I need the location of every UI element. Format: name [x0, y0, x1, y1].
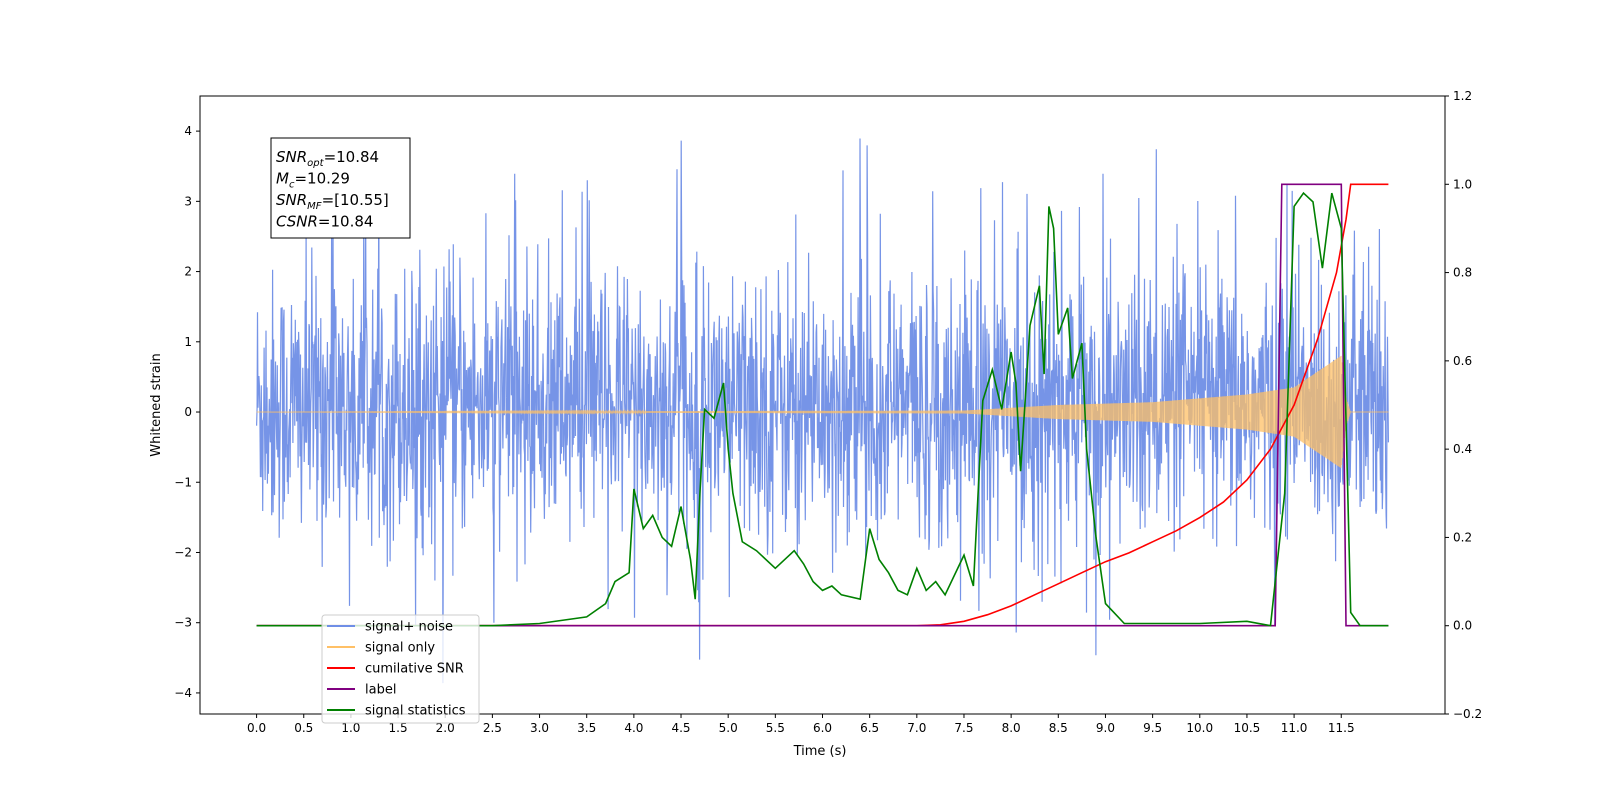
- x-tick-label: 5.5: [766, 721, 785, 735]
- annotation-value: =10.84: [324, 148, 380, 166]
- annotation-box: SNRopt=10.84Mc=10.29SNRMF=[10.55]CSNR=10…: [270, 137, 411, 239]
- x-tick-label: 9.5: [1143, 721, 1162, 735]
- x-tick-label: 1.5: [389, 721, 408, 735]
- legend-label: signal only: [365, 641, 435, 656]
- y-tick-label: −2: [174, 545, 192, 559]
- x-axis-label: Time (s): [793, 744, 847, 759]
- x-tick-label: 8.0: [1002, 721, 1021, 735]
- legend-label: signal+ noise: [365, 620, 453, 635]
- y-tick-label: 2: [184, 265, 192, 279]
- y-tick-label: −3: [174, 616, 192, 630]
- x-tick-label: 8.5: [1049, 721, 1068, 735]
- legend-frame: [321, 614, 480, 724]
- x-tick-label: 5.0: [719, 721, 738, 735]
- annotation-frame: [270, 137, 411, 239]
- x-tick-label: 11.0: [1281, 721, 1308, 735]
- axis-ticks: 0.0 0.5 1.0 1.5 2.0 2.5 3.0 3.5 4.0 4.5 5.0 5.5 6.0 6…: [174, 89, 1482, 735]
- annotation-value: =10.84: [318, 213, 374, 231]
- y-tick-label: −4: [174, 686, 192, 700]
- annotation-line: SNRopt=10.84: [276, 148, 379, 169]
- x-tick-label: 6.5: [860, 721, 879, 735]
- x-tick-label: 7.5: [954, 721, 973, 735]
- annotation-line: Mc=10.29: [276, 170, 350, 191]
- annotation-line: SNRMF=[10.55]: [276, 191, 389, 212]
- plot-area: [256, 138, 1389, 684]
- legend-label: label: [365, 683, 396, 698]
- y-right-tick-label: −0.2: [1453, 707, 1482, 721]
- annotation-symbol: SNR: [276, 148, 307, 166]
- annotation-subscript: opt: [307, 158, 324, 169]
- legend: signal+ noise signal only cumilative SNR la…: [321, 614, 480, 724]
- series-signal-plus-noise: [256, 138, 1389, 684]
- x-tick-label: 0.0: [247, 721, 266, 735]
- x-tick-label: 4.0: [624, 721, 643, 735]
- annotation-symbol: SNR: [276, 191, 307, 209]
- series-signal-only: [256, 355, 1389, 468]
- annotation-symbol: CSNR: [276, 213, 318, 231]
- y-right-tick-label: 0.0: [1453, 619, 1472, 633]
- y-axis-label: Whitened strain: [149, 353, 164, 456]
- y-tick-label: 1: [184, 335, 192, 349]
- y-right-tick-label: 0.4: [1453, 442, 1472, 456]
- annotation-value: =[10.55]: [322, 191, 389, 209]
- x-tick-label: 7.0: [907, 721, 926, 735]
- x-tick-label: 2.0: [436, 721, 455, 735]
- annotation-subscript: MF: [307, 201, 322, 212]
- x-tick-label: 3.0: [530, 721, 549, 735]
- y-tick-label: 3: [184, 194, 192, 208]
- annotation-symbol: M: [276, 170, 289, 188]
- annotation-value: =10.29: [294, 170, 350, 188]
- x-tick-label: 0.5: [294, 721, 313, 735]
- y-tick-label: 4: [184, 124, 192, 138]
- x-tick-label: 1.0: [341, 721, 360, 735]
- series-label: [256, 183, 1389, 627]
- annotation-line: CSNR=10.84: [276, 213, 373, 231]
- y-tick-label: −1: [174, 475, 192, 489]
- legend-label: cumilative SNR: [365, 662, 464, 677]
- y-tick-label: 0: [184, 405, 192, 419]
- x-tick-label: 11.5: [1328, 721, 1355, 735]
- y-right-tick-label: 0.6: [1453, 354, 1472, 368]
- x-tick-label: 10.0: [1186, 721, 1213, 735]
- x-tick-label: 3.5: [577, 721, 596, 735]
- x-tick-label: 2.5: [483, 721, 502, 735]
- annotation-subscript: c: [289, 180, 295, 191]
- y-right-tick-label: 1.0: [1453, 177, 1472, 191]
- x-tick-label: 10.5: [1234, 721, 1261, 735]
- x-tick-label: 9.0: [1096, 721, 1115, 735]
- y-right-tick-label: 0.8: [1453, 266, 1472, 280]
- series-cumulative-snr: [256, 183, 1389, 627]
- y-right-tick-label: 1.2: [1453, 89, 1472, 103]
- x-tick-label: 4.5: [671, 721, 690, 735]
- legend-label: signal statistics: [365, 704, 466, 719]
- series-signal-statistics: [256, 191, 1389, 627]
- y-right-tick-label: 0.2: [1453, 530, 1472, 544]
- x-tick-label: 6.0: [813, 721, 832, 735]
